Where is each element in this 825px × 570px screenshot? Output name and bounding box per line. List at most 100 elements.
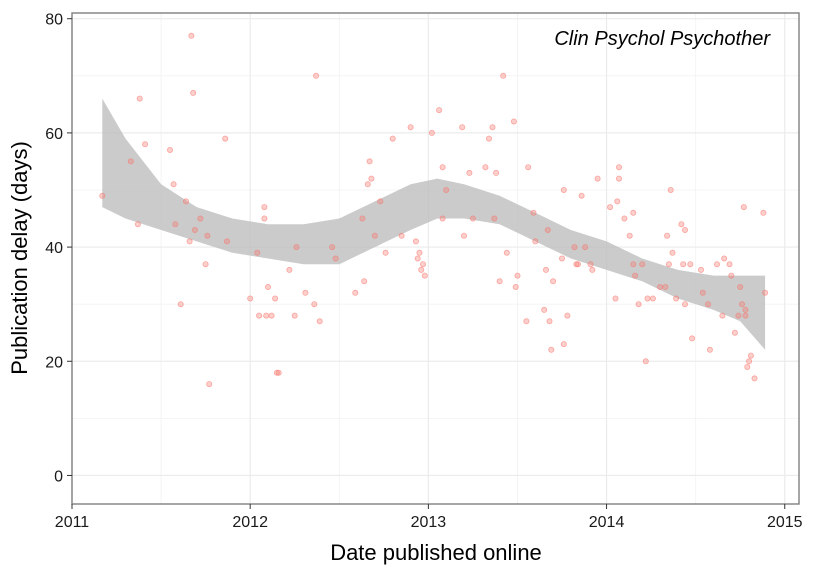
data-point xyxy=(412,238,419,245)
data-point xyxy=(264,283,271,290)
data-point xyxy=(559,255,566,262)
data-point xyxy=(368,175,375,182)
data-point xyxy=(489,124,496,131)
data-point xyxy=(616,175,623,182)
data-point xyxy=(728,272,735,279)
x-axis-title: Date published online xyxy=(330,540,542,565)
y-tick-label: 80 xyxy=(45,12,63,29)
data-point xyxy=(747,352,754,359)
data-point xyxy=(560,186,567,193)
data-point xyxy=(134,221,141,228)
y-tick-label: 0 xyxy=(54,468,63,485)
data-point xyxy=(589,266,596,273)
data-point xyxy=(421,272,428,279)
data-point xyxy=(256,312,263,319)
data-point xyxy=(485,135,492,142)
data-point xyxy=(735,312,742,319)
data-point xyxy=(678,221,685,228)
data-point xyxy=(705,301,712,308)
gridlines xyxy=(71,13,799,504)
data-point xyxy=(744,363,751,370)
data-point xyxy=(460,232,467,239)
data-point xyxy=(190,89,197,96)
data-point xyxy=(493,169,500,176)
data-point xyxy=(762,289,769,296)
data-point xyxy=(571,244,578,251)
data-point xyxy=(530,209,537,216)
data-point xyxy=(197,215,204,222)
data-point xyxy=(416,249,423,256)
data-point xyxy=(247,295,254,302)
data-point xyxy=(582,244,589,251)
data-point xyxy=(673,295,680,302)
data-point xyxy=(682,226,689,233)
data-point xyxy=(361,278,368,285)
data-point xyxy=(742,312,749,319)
data-point xyxy=(439,164,446,171)
data-point xyxy=(407,124,414,131)
panel-border xyxy=(71,12,800,505)
data-point xyxy=(371,232,378,239)
data-point xyxy=(291,312,298,319)
data-point xyxy=(760,209,767,216)
data-point xyxy=(491,215,498,222)
data-point xyxy=(261,204,268,211)
data-point xyxy=(616,164,623,171)
data-point xyxy=(630,261,637,268)
data-point xyxy=(639,261,646,268)
data-point xyxy=(740,204,747,211)
data-point xyxy=(698,266,705,273)
data-point xyxy=(142,141,149,148)
data-point xyxy=(541,306,548,313)
data-point xyxy=(177,301,184,308)
data-point xyxy=(578,192,585,199)
data-point xyxy=(739,301,746,308)
data-point xyxy=(418,266,425,273)
data-point xyxy=(649,295,656,302)
data-point xyxy=(687,261,694,268)
data-point xyxy=(594,175,601,182)
data-point xyxy=(398,232,405,239)
x-tick-label: 2012 xyxy=(232,514,268,531)
data-point xyxy=(614,198,621,205)
data-point xyxy=(682,301,689,308)
data-point xyxy=(191,226,198,233)
data-point xyxy=(662,283,669,290)
data-point xyxy=(523,318,530,325)
y-axis-title: Publication delay (days) xyxy=(7,141,32,375)
data-point xyxy=(664,232,671,239)
data-point xyxy=(742,306,749,313)
data-point xyxy=(514,272,521,279)
data-point xyxy=(436,107,443,114)
data-point xyxy=(560,341,567,348)
data-point xyxy=(364,181,371,188)
data-point xyxy=(731,329,738,336)
panel-background xyxy=(72,13,799,504)
data-point xyxy=(680,261,687,268)
data-point xyxy=(751,375,758,382)
data-point xyxy=(575,261,582,268)
data-point xyxy=(263,312,270,319)
data-point xyxy=(302,289,309,296)
data-point xyxy=(414,255,421,262)
data-point xyxy=(172,221,179,228)
data-point xyxy=(644,295,651,302)
data-point xyxy=(726,261,733,268)
data-point xyxy=(389,135,396,142)
chart-annotation: Clin Psychol Psychother xyxy=(554,28,771,50)
x-tick-label: 2013 xyxy=(411,514,447,531)
data-point xyxy=(657,283,664,290)
data-point xyxy=(564,312,571,319)
data-point xyxy=(359,215,366,222)
data-point xyxy=(669,249,676,256)
data-point xyxy=(366,158,373,165)
data-point xyxy=(469,215,476,222)
data-point xyxy=(204,232,211,239)
data-point xyxy=(182,198,189,205)
data-points xyxy=(99,32,769,388)
data-point xyxy=(532,238,539,245)
data-point xyxy=(311,301,318,308)
data-point xyxy=(127,158,134,165)
data-point xyxy=(275,369,282,376)
